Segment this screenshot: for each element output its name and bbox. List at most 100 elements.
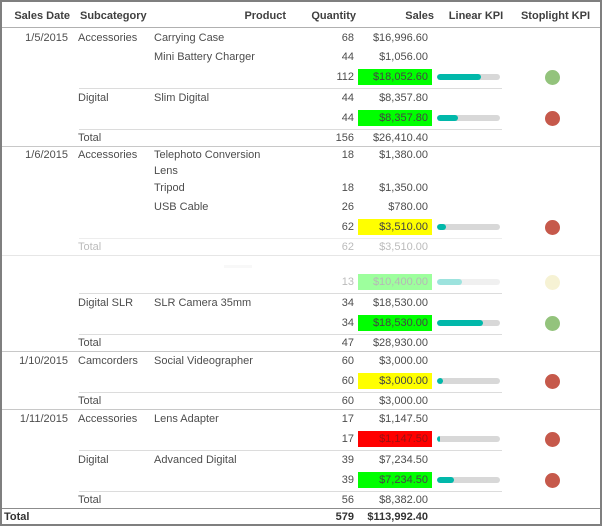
cell-product[interactable]: USB Cable — [154, 200, 209, 213]
linear-kpi-bar[interactable] — [437, 320, 500, 326]
stoplight-green-icon[interactable] — [545, 315, 560, 331]
cell-product[interactable]: Slim Digital — [154, 91, 210, 104]
stoplight-red-icon[interactable] — [545, 219, 560, 235]
cell-subcategory[interactable]: Accessories — [78, 412, 138, 425]
sales-value-highlighted[interactable]: $7,234.50 — [358, 472, 432, 488]
cell-quantity[interactable]: 34 — [341, 296, 354, 309]
cell-sales[interactable]: $18,530.00 — [358, 315, 432, 331]
sales-value-highlighted[interactable]: $10,400.00 — [358, 274, 432, 290]
cell-product[interactable]: Carrying Case — [154, 31, 225, 44]
sales-value-highlighted[interactable]: $3,000.00 — [358, 373, 432, 389]
linear-kpi-bar[interactable] — [437, 378, 500, 384]
cell-subcategory[interactable]: Accessories — [78, 31, 138, 44]
cell-sales[interactable]: $113,992.40 — [358, 511, 432, 523]
cell-subcategory[interactable]: Total — [78, 240, 102, 253]
stoplight-red-icon[interactable] — [545, 431, 560, 447]
cell-subcategory[interactable]: Camcorders — [78, 354, 138, 367]
cell-subcategory[interactable]: Digital SLR — [78, 296, 134, 309]
cell-quantity[interactable]: 62 — [341, 221, 354, 233]
column-header-stoplight-kpi[interactable]: Stoplight KPI — [520, 10, 591, 22]
column-header-sales[interactable]: Sales — [405, 10, 434, 22]
cell-linear-kpi[interactable] — [435, 74, 505, 80]
cell-quantity[interactable]: 44 — [341, 91, 354, 104]
column-header-sales-date[interactable]: Sales Date — [14, 10, 70, 22]
cell-quantity[interactable]: 579 — [335, 510, 354, 523]
cell-stoplight-kpi[interactable] — [505, 373, 600, 389]
cell-stoplight-kpi[interactable] — [505, 472, 600, 488]
sales-value-highlighted[interactable]: $18,530.00 — [358, 315, 432, 331]
cell-linear-kpi[interactable] — [435, 224, 505, 230]
cell-sales[interactable]: $8,357.80 — [358, 92, 432, 104]
cell-quantity[interactable]: 112 — [336, 71, 354, 83]
cell-sales[interactable]: $3,000.00 — [358, 395, 432, 407]
cell-quantity[interactable]: 156 — [335, 131, 354, 144]
sales-value-highlighted[interactable]: $8,357.80 — [358, 110, 432, 126]
cell-sales[interactable]: $1,147.50 — [358, 431, 432, 447]
cell-subcategory[interactable]: Total — [78, 394, 102, 407]
cell-sales[interactable]: $28,930.00 — [358, 337, 432, 349]
sales-value-highlighted[interactable]: $3,510.00 — [358, 219, 432, 235]
cell-sales-date[interactable]: 1/6/2015 — [25, 149, 68, 161]
cell-quantity[interactable]: 62 — [341, 240, 354, 253]
cell-quantity[interactable]: 68 — [341, 31, 354, 44]
cell-subcategory[interactable]: Total — [78, 336, 102, 349]
sales-value-highlighted[interactable]: $1,147.50 — [358, 431, 432, 447]
cell-quantity[interactable]: 60 — [341, 394, 354, 407]
cell-linear-kpi[interactable] — [435, 279, 505, 285]
cell-subcategory[interactable]: Total — [78, 493, 102, 506]
column-header-linear-kpi[interactable]: Linear KPI — [448, 10, 504, 22]
stoplight-yellow-icon[interactable] — [545, 274, 560, 290]
cell-sales[interactable]: $18,052.60 — [358, 69, 432, 85]
linear-kpi-bar[interactable] — [437, 224, 500, 230]
sales-value-highlighted[interactable]: $18,052.60 — [358, 69, 432, 85]
cell-quantity[interactable]: 26 — [341, 200, 354, 213]
cell-quantity[interactable]: 18 — [341, 149, 354, 161]
cell-linear-kpi[interactable] — [435, 320, 505, 326]
cell-linear-kpi[interactable] — [435, 378, 505, 384]
column-header-subcategory[interactable]: Subcategory — [80, 10, 147, 22]
stoplight-green-icon[interactable] — [545, 69, 560, 85]
cell-stoplight-kpi[interactable] — [505, 219, 600, 235]
linear-kpi-bar[interactable] — [437, 279, 500, 285]
linear-kpi-bar[interactable] — [437, 436, 500, 442]
cell-sales[interactable]: $8,382.00 — [358, 494, 432, 506]
cell-subcategory[interactable]: Accessories — [78, 149, 138, 161]
cell-stoplight-kpi[interactable] — [505, 315, 600, 331]
cell-stoplight-kpi[interactable] — [505, 431, 600, 447]
cell-sales[interactable]: $3,000.00 — [358, 355, 432, 367]
cell-sales[interactable]: $26,410.40 — [358, 132, 432, 144]
cell-sales[interactable]: $1,350.00 — [358, 182, 432, 194]
cell-quantity[interactable]: 56 — [341, 493, 354, 506]
cell-product[interactable]: SLR Camera 35mm — [154, 296, 252, 309]
cell-sales[interactable]: $18,530.00 — [358, 297, 432, 309]
cell-product[interactable]: Advanced Digital — [154, 453, 237, 466]
cell-stoplight-kpi[interactable] — [505, 274, 600, 290]
cell-sales[interactable]: $1,380.00 — [358, 146, 432, 163]
cell-subcategory[interactable]: Digital — [78, 453, 109, 466]
linear-kpi-bar[interactable] — [437, 477, 500, 483]
cell-quantity[interactable]: 39 — [341, 453, 354, 466]
cell-quantity[interactable]: 44 — [341, 50, 354, 63]
cell-quantity[interactable]: 13 — [341, 276, 354, 288]
stoplight-red-icon[interactable] — [545, 373, 560, 389]
cell-sales-date[interactable]: 1/5/2015 — [25, 31, 68, 44]
cell-sales[interactable]: $1,147.50 — [358, 413, 432, 425]
cell-product[interactable]: Lens Adapter — [154, 412, 219, 425]
cell-sales-date[interactable]: 1/10/2015 — [19, 354, 68, 367]
cell-quantity[interactable]: 44 — [341, 112, 354, 124]
linear-kpi-bar[interactable] — [437, 74, 500, 80]
stoplight-red-icon[interactable] — [545, 110, 560, 126]
cell-sales-date[interactable]: 1/11/2015 — [19, 412, 68, 425]
cell-sales[interactable]: $780.00 — [358, 201, 432, 213]
linear-kpi-bar[interactable] — [437, 115, 500, 121]
cell-sales[interactable]: $3,510.00 — [358, 241, 432, 253]
cell-sales[interactable]: $10,400.00 — [358, 274, 432, 290]
cell-quantity[interactable]: 47 — [341, 336, 354, 349]
cell-quantity[interactable]: 34 — [341, 317, 354, 329]
cell-product[interactable]: Tripod — [154, 181, 185, 194]
cell-sales[interactable]: $3,000.00 — [358, 373, 432, 389]
cell-product[interactable]: Mini Battery Charger — [154, 50, 255, 63]
cell-sales[interactable]: $3,510.00 — [358, 219, 432, 235]
cell-product[interactable]: Social Videographer — [154, 354, 253, 367]
cell-quantity[interactable]: 17 — [341, 433, 354, 445]
